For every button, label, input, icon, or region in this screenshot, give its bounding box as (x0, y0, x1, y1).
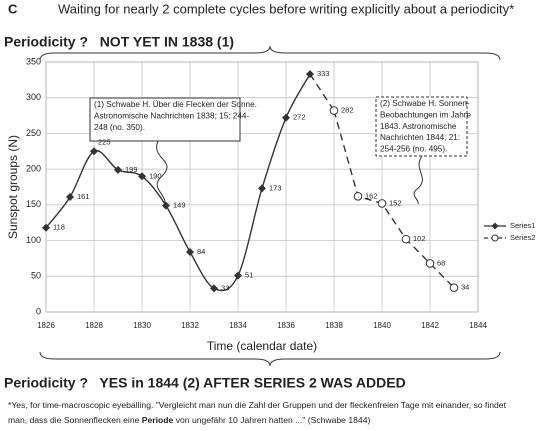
annotation-text: (2) Schwabe H. Sonnen- (380, 99, 470, 108)
y-tick-label: 350 (26, 56, 41, 66)
x-tick-label: 1832 (181, 321, 199, 330)
data-label: 199 (125, 165, 138, 174)
series-connector (309, 73, 335, 111)
point (162, 201, 170, 210)
point (138, 172, 146, 181)
data-label: 282 (341, 106, 354, 115)
annotation-pointer (413, 155, 423, 205)
y-tick-label: 0 (36, 306, 41, 316)
brace (39, 45, 501, 61)
point (90, 147, 98, 156)
data-label: 162 (365, 191, 378, 200)
legend-label: Series2 (510, 233, 535, 242)
footnote-text: man, dass die Sonnenflecken eine (8, 415, 142, 425)
series-line (333, 110, 455, 289)
page-title: Waiting for nearly 2 complete cycles bef… (58, 1, 514, 16)
annotation-pointer (156, 140, 168, 209)
data-label: 118 (53, 223, 65, 232)
brace (39, 351, 501, 367)
data-label: 333 (317, 69, 330, 78)
point (42, 223, 50, 232)
data-label: 161 (77, 192, 90, 201)
annotation-text: Beobachtungen im Jahre (380, 110, 471, 119)
point (306, 70, 314, 79)
legend-marker (491, 222, 499, 230)
point (210, 284, 218, 293)
data-label: 68 (437, 258, 445, 267)
top-note: Periodicity ? NOT YET IN 1838 (1) (4, 34, 234, 50)
data-label: 84 (197, 247, 205, 256)
data-label: 34 (461, 283, 469, 292)
point (329, 106, 339, 115)
data-label: 272 (293, 113, 306, 122)
y-axis-label: Sunspot groups (N) (6, 135, 20, 239)
annotation-text: (1) Schwabe H. Über die Flecken der Sonn… (94, 99, 257, 109)
y-tick-label: 100 (26, 235, 41, 245)
data-label: 173 (269, 183, 282, 192)
bottom-note: Periodicity ? YES in 1844 (2) AFTER SERI… (4, 375, 406, 391)
footnote-line: *Yes, for time-macroscopic eyeballing. "… (8, 400, 506, 410)
y-tick-label: 50 (31, 271, 41, 281)
point (114, 165, 122, 174)
data-label: 33 (221, 283, 229, 292)
annotation-text: 1843. Astronomische (380, 122, 457, 131)
x-tick-label: 1830 (133, 321, 151, 330)
panel-letter: C (8, 1, 18, 16)
y-tick-label: 200 (26, 164, 41, 174)
point (258, 184, 266, 193)
point (425, 259, 435, 268)
point (186, 248, 194, 256)
plot: 0 50 100 150 200 250 300 350 1826 1828 1830 1832 183… (6, 56, 535, 353)
annotation-text: Nachrichten 1844; 21: (380, 133, 460, 142)
legend-marker (491, 234, 499, 242)
annotation-text: Astronomische Nachrichten 1838; 15: 244- (94, 111, 249, 120)
point (282, 113, 290, 122)
data-label: 190 (149, 171, 162, 180)
footnote-text: von ungefähr 10 Jahren hatten ..." (Schw… (173, 415, 371, 425)
footnote-line: man, dass die Sonnenflecken eine Periode… (8, 413, 553, 428)
data-label: 51 (245, 271, 253, 280)
footnote-bold: Periode (141, 415, 174, 425)
annotation-text: 254-256 (no. 495). (380, 144, 447, 153)
x-tick-label: 1840 (373, 321, 391, 330)
point (353, 191, 363, 201)
legend-label: Series1 (510, 221, 535, 230)
x-tick-label: 1834 (229, 321, 247, 330)
point (449, 283, 459, 293)
x-tick-label: 1826 (37, 321, 55, 330)
y-tick-label: 250 (26, 128, 41, 138)
x-tick-label: 1842 (421, 321, 439, 330)
data-label: 149 (173, 201, 186, 210)
x-axis-label: Time (calendar date) (207, 339, 317, 353)
point (401, 234, 411, 244)
x-tick-label: 1838 (325, 321, 343, 330)
annotation-box (375, 96, 468, 157)
data-label: 102 (413, 234, 426, 243)
y-tick-label: 150 (26, 199, 41, 209)
y-tick-label: 300 (26, 92, 41, 102)
point (377, 199, 387, 208)
footnote: *Yes, for time-macroscopic eyeballing. "… (8, 398, 553, 428)
data-label: 152 (389, 198, 402, 207)
data-label: 225 (98, 137, 111, 146)
x-tick-label: 1828 (85, 321, 103, 330)
x-tick-label: 1844 (469, 321, 487, 330)
point (234, 271, 242, 280)
annotation-box (89, 97, 241, 142)
point (66, 193, 74, 201)
annotation-text: 248 (no. 350). (94, 123, 145, 132)
x-tick-label: 1836 (277, 321, 295, 330)
